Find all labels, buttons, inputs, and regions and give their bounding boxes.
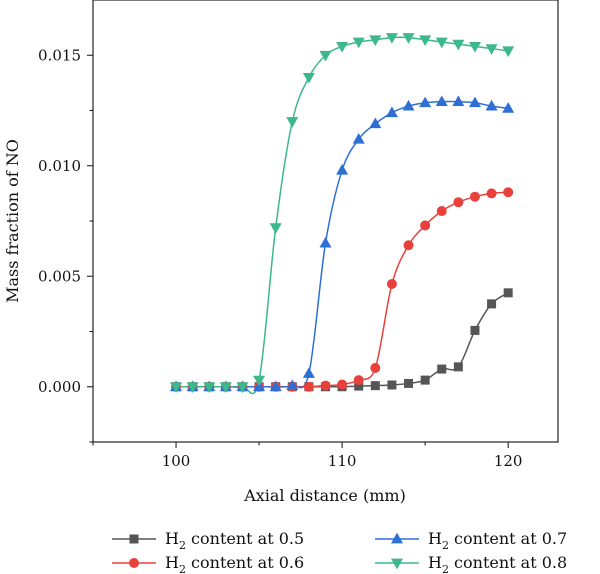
- data-point-series-4: [485, 44, 498, 55]
- data-point-series-4: [502, 46, 515, 58]
- data-point-series-4: [319, 50, 332, 62]
- series-markers: [170, 33, 515, 393]
- x-axis-title: Axial distance (mm): [243, 486, 406, 505]
- data-point-series-4: [369, 35, 382, 46]
- x-tick-label: 100: [162, 452, 191, 470]
- data-point-series-1: [354, 381, 364, 391]
- data-point-series-2: [370, 362, 381, 373]
- x-tick-label: 110: [328, 452, 357, 470]
- data-point-series-2: [353, 375, 364, 386]
- data-point-series-1: [370, 381, 380, 391]
- data-point-series-2: [337, 379, 348, 390]
- data-point-series-1: [503, 288, 513, 298]
- data-point-series-2: [436, 206, 447, 217]
- data-point-series-2: [503, 187, 514, 198]
- data-point-series-1: [404, 378, 414, 388]
- data-point-series-1: [387, 380, 397, 390]
- data-point-series-4: [253, 375, 266, 387]
- legend-item-4: H2 content at 0.8: [375, 553, 567, 574]
- data-point-series-2: [303, 381, 314, 392]
- legend-label: H2 content at 0.8: [428, 553, 567, 574]
- y-tick-label: 0.005: [38, 267, 81, 285]
- data-point-series-4: [336, 42, 349, 53]
- data-point-series-4: [435, 37, 448, 49]
- data-point-series-3: [302, 367, 315, 378]
- legend-marker: [129, 558, 139, 568]
- data-point-series-3: [435, 95, 448, 107]
- tick-labels: 100 110 120 0.000 0.005 0.010 0.015: [38, 46, 522, 470]
- data-point-series-4: [385, 33, 398, 44]
- data-point-series-3: [468, 96, 481, 108]
- legend-marker: [391, 558, 403, 570]
- data-point-series-4: [269, 223, 282, 234]
- data-point-series-4: [219, 382, 232, 393]
- data-point-series-2: [469, 191, 480, 202]
- y-tick-label: 0.015: [38, 46, 81, 64]
- legend-item-3: H2 content at 0.7: [375, 529, 567, 552]
- series-line-3: [176, 100, 509, 389]
- series-line-1: [176, 292, 509, 388]
- data-point-series-4: [419, 35, 432, 46]
- data-point-series-4: [286, 117, 299, 128]
- axis-ticks: [87, 54, 509, 448]
- data-point-series-3: [485, 99, 498, 111]
- data-point-series-3: [319, 236, 332, 248]
- legend-item-1: H2 content at 0.5: [112, 529, 304, 552]
- data-point-series-3: [336, 163, 349, 175]
- data-point-series-2: [386, 278, 397, 289]
- data-point-series-3: [352, 133, 365, 144]
- data-point-series-4: [186, 382, 199, 393]
- data-point-series-2: [486, 188, 497, 199]
- data-point-series-3: [502, 102, 515, 113]
- legend-label: H2 content at 0.7: [428, 529, 567, 552]
- data-point-series-4: [402, 33, 415, 44]
- data-point-series-1: [487, 299, 497, 309]
- data-point-series-3: [385, 106, 398, 118]
- plot-frame: [92, 0, 559, 443]
- data-point-series-1: [437, 364, 447, 374]
- data-point-series-4: [352, 37, 365, 49]
- data-point-series-4: [170, 382, 183, 393]
- data-point-series-4: [452, 39, 465, 51]
- data-point-series-3: [419, 96, 432, 108]
- data-point-series-1: [470, 325, 480, 335]
- data-point-series-3: [286, 379, 299, 391]
- data-point-series-2: [403, 240, 414, 251]
- data-point-series-4: [203, 382, 216, 393]
- legend-label: H2 content at 0.6: [165, 553, 304, 574]
- data-point-series-3: [452, 95, 465, 107]
- legend-marker: [391, 532, 403, 544]
- series-lines: [176, 36, 509, 395]
- series-line-4: [176, 36, 509, 395]
- data-point-series-2: [320, 380, 331, 391]
- data-point-series-1: [453, 362, 463, 372]
- data-point-series-3: [402, 99, 415, 111]
- legend-label: H2 content at 0.5: [165, 529, 304, 552]
- legend-item-2: H2 content at 0.6: [112, 553, 304, 574]
- data-point-series-1: [420, 375, 430, 385]
- y-axis-title: Mass fraction of NO: [3, 139, 22, 303]
- data-point-series-4: [302, 72, 315, 84]
- y-tick-label: 0.010: [38, 157, 81, 175]
- data-point-series-4: [468, 42, 481, 53]
- legend: H2 content at 0.5 H2 content at 0.7H2 con…: [112, 529, 567, 574]
- y-tick-label: 0.000: [38, 378, 81, 396]
- data-point-series-4: [236, 382, 249, 393]
- data-point-series-2: [453, 197, 464, 208]
- data-point-series-3: [369, 117, 382, 129]
- legend-marker: [129, 534, 139, 544]
- data-point-series-2: [420, 220, 431, 231]
- data-point-series-3: [269, 380, 282, 392]
- x-tick-label: 120: [494, 452, 523, 470]
- series-line-2: [176, 191, 509, 388]
